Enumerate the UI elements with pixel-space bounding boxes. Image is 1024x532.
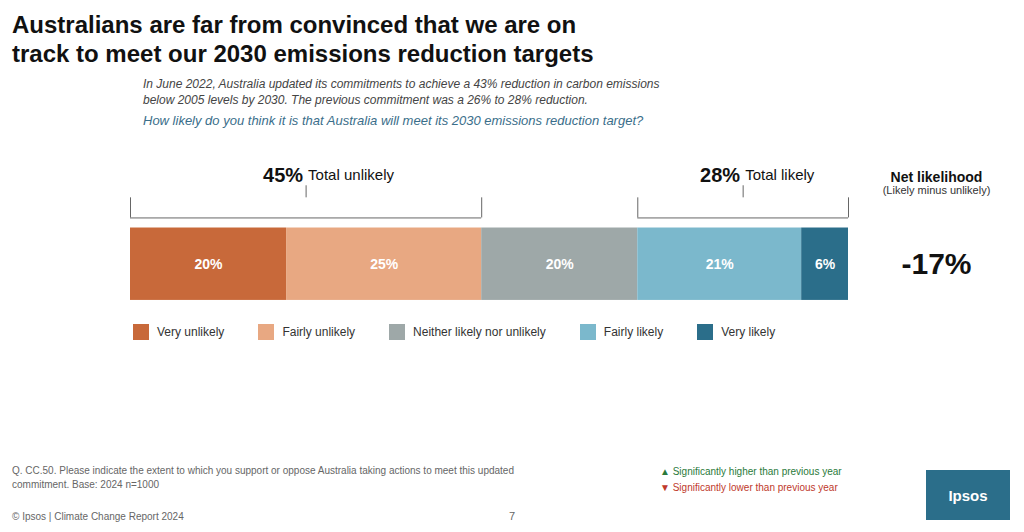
svg-text:6%: 6% bbox=[815, 256, 836, 272]
svg-text:20%: 20% bbox=[195, 256, 224, 272]
html-text:How likely do you think it is: How likely do you think it is that Austr… bbox=[143, 113, 644, 128]
html-text:In June 2022, Australia update: In June 2022, Australia updated its comm… bbox=[143, 77, 660, 91]
html-text:▲ Significantly higher than pr: ▲ Significantly higher than previous yea… bbox=[660, 466, 842, 477]
svg-text:25%: 25% bbox=[370, 256, 399, 272]
html-text:© Ipsos | Climate Change Repor: © Ipsos | Climate Change Report 2024 bbox=[12, 511, 184, 522]
html-text:Very likely: Very likely bbox=[721, 325, 776, 339]
html-text:Neither likely nor unlikely: Neither likely nor unlikely bbox=[413, 325, 546, 339]
html-text:Australians are far from convi: Australians are far from convinced that … bbox=[12, 11, 577, 38]
html-text:track to meet our 2030 emissio: track to meet our 2030 emissions reducti… bbox=[12, 40, 594, 67]
html-text:7: 7 bbox=[508, 510, 516, 522]
html-text:Q. CC.50. Please indicate the: Q. CC.50. Please indicate the extent to … bbox=[12, 465, 514, 476]
html-text:Ipsos: Ipsos bbox=[948, 486, 988, 504]
svg-text:Total likely: Total likely bbox=[745, 166, 815, 183]
html-text:Fairly likely: Fairly likely bbox=[603, 325, 664, 339]
svg-text:Net likelihood: Net likelihood bbox=[891, 169, 983, 185]
svg-text:20%: 20% bbox=[546, 256, 575, 272]
svg-text:-17%: -17% bbox=[901, 247, 971, 280]
svg-text:Total unlikely: Total unlikely bbox=[308, 166, 394, 183]
svg-text:21%: 21% bbox=[706, 256, 735, 272]
svg-text:28%: 28% bbox=[700, 164, 740, 186]
html-text:commitment. Base: 2024 n=1000: commitment. Base: 2024 n=1000 bbox=[12, 479, 159, 490]
html-text:Fairly unlikely: Fairly unlikely bbox=[282, 325, 356, 339]
svg-text:45%: 45% bbox=[263, 164, 303, 186]
svg-text:(Likely minus unlikely): (Likely minus unlikely) bbox=[883, 184, 991, 196]
html-text:Very unlikely: Very unlikely bbox=[157, 325, 225, 339]
html-text:▼ Significantly lower than pre: ▼ Significantly lower than previous year bbox=[660, 482, 838, 493]
html-text:below 2005 levels by 2030. The: below 2005 levels by 2030. The previous … bbox=[143, 93, 588, 107]
